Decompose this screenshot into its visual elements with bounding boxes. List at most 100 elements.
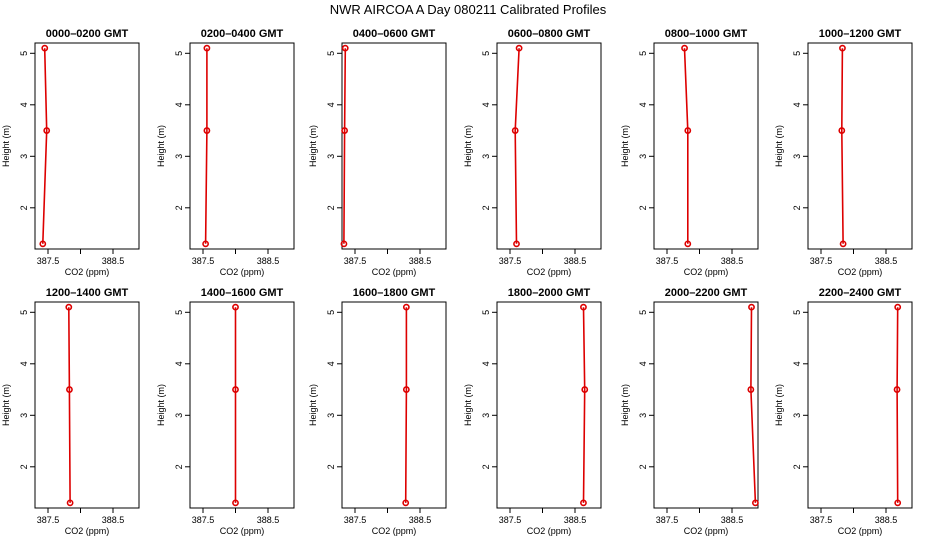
data-point (202, 240, 209, 248)
y-tick-label: 3 (792, 154, 802, 159)
panel-title: 2000–2200 GMT (665, 287, 748, 299)
chart-panel: 1400–1600 GMT 387.5 388.5 2 3 4 5 CO2 (ppm) Heig… (156, 287, 295, 536)
x-tick-label: 387.5 (656, 256, 679, 266)
x-axis-label: CO2 (ppm) (372, 526, 417, 536)
y-axis-label: Height (m) (1, 384, 11, 426)
data-point (747, 386, 755, 393)
y-tick-label: 5 (481, 310, 491, 315)
y-tick-label: 4 (792, 102, 802, 107)
y-tick-label: 3 (19, 413, 29, 418)
plot-frame (34, 301, 140, 509)
series-line (343, 48, 347, 244)
data-point (43, 127, 51, 134)
panel-title: 1400–1600 GMT (201, 287, 284, 299)
data-point (748, 303, 755, 311)
data-point (66, 499, 74, 507)
panel-title: 1800–2000 GMT (508, 287, 591, 299)
y-axis-label: Height (m) (620, 125, 630, 167)
data-point (511, 127, 519, 134)
plot-frame (341, 42, 447, 250)
y-tick-label: 5 (326, 310, 336, 315)
panel-title: 2200–2400 GMT (819, 287, 902, 299)
y-tick-label: 5 (481, 51, 491, 56)
data-point (232, 499, 239, 507)
y-tick-label: 2 (792, 205, 802, 210)
y-axis-label: Height (m) (308, 125, 318, 167)
x-tick-label: 388.5 (102, 515, 125, 525)
y-tick-label: 2 (638, 205, 648, 210)
y-tick-label: 5 (19, 310, 29, 315)
x-tick-label: 388.5 (409, 256, 432, 266)
data-point (341, 127, 348, 134)
x-tick-label: 388.5 (875, 256, 898, 266)
data-point (65, 303, 73, 311)
y-tick-label: 4 (19, 361, 29, 366)
y-tick-label: 2 (326, 205, 336, 210)
chart-panel: 1800–2000 GMT 387.5 388.5 2 3 4 5 CO2 (ppm) Heig… (463, 287, 602, 536)
x-axis-label: CO2 (ppm) (65, 267, 110, 277)
x-tick-label: 388.5 (257, 515, 280, 525)
chart-panel: 0000–0200 GMT 387.5 388.5 2 3 4 5 CO2 (ppm) Heig… (1, 28, 140, 277)
data-point (681, 44, 688, 52)
y-axis-label: Height (m) (156, 384, 166, 426)
x-tick-label: 387.5 (192, 515, 215, 525)
y-axis-label: Height (m) (308, 384, 318, 426)
chart-panel: 1000–1200 GMT 387.5 388.5 2 3 4 5 CO2 (ppm) Heig… (774, 28, 913, 277)
x-axis-label: CO2 (ppm) (220, 526, 265, 536)
y-tick-label: 2 (174, 464, 184, 469)
panel-title: 1200–1400 GMT (46, 287, 129, 299)
series-line (582, 307, 586, 503)
panel-title: 0200–0400 GMT (201, 28, 284, 40)
y-tick-label: 3 (19, 154, 29, 159)
y-tick-label: 3 (792, 413, 802, 418)
plot-frame (496, 42, 602, 250)
plot-frame (189, 42, 295, 250)
y-tick-label: 2 (174, 205, 184, 210)
chart-panel: 0800–1000 GMT 387.5 388.5 2 3 4 5 CO2 (ppm) Heig… (620, 28, 759, 277)
y-axis-label: Height (m) (620, 384, 630, 426)
y-tick-label: 3 (638, 154, 648, 159)
y-axis-label: Height (m) (156, 125, 166, 167)
x-axis-label: CO2 (ppm) (65, 526, 110, 536)
data-point (581, 386, 589, 393)
y-tick-label: 2 (481, 205, 491, 210)
x-tick-label: 387.5 (344, 256, 367, 266)
series-line (204, 48, 208, 244)
plot-frame (807, 301, 913, 509)
y-tick-label: 5 (638, 310, 648, 315)
x-axis-label: CO2 (ppm) (372, 267, 417, 277)
x-tick-label: 387.5 (499, 256, 522, 266)
data-point (203, 127, 211, 134)
series-line (750, 307, 757, 503)
chart-panel: 1200–1400 GMT 387.5 388.5 2 3 4 5 CO2 (ppm) Heig… (1, 287, 140, 536)
data-point (203, 44, 211, 52)
panel-title: 0000–0200 GMT (46, 28, 129, 40)
x-tick-label: 388.5 (721, 256, 744, 266)
data-point (402, 386, 410, 393)
y-tick-label: 4 (326, 102, 336, 107)
y-tick-label: 3 (326, 413, 336, 418)
data-point (838, 127, 846, 134)
x-tick-label: 387.5 (499, 515, 522, 525)
y-tick-label: 3 (174, 413, 184, 418)
y-tick-label: 4 (19, 102, 29, 107)
plot-frame (34, 42, 140, 250)
panel-title: 0600–0800 GMT (508, 28, 591, 40)
x-tick-label: 387.5 (37, 515, 60, 525)
y-tick-label: 4 (481, 102, 491, 107)
y-tick-label: 4 (481, 361, 491, 366)
y-tick-label: 4 (638, 361, 648, 366)
x-axis-label: CO2 (ppm) (527, 267, 572, 277)
x-tick-label: 388.5 (102, 256, 125, 266)
x-axis-label: CO2 (ppm) (838, 526, 883, 536)
series-line (68, 307, 71, 503)
data-point (340, 240, 348, 248)
y-tick-label: 5 (792, 310, 802, 315)
series-line (840, 48, 844, 244)
plot-frame (496, 301, 602, 509)
chart-panel: 1600–1800 GMT 387.5 388.5 2 3 4 5 CO2 (ppm) Heig… (308, 287, 447, 536)
x-tick-label: 387.5 (37, 256, 60, 266)
chart-panel: 0400–0600 GMT 387.5 388.5 2 3 4 5 CO2 (ppm) Heig… (308, 28, 447, 277)
plot-frame (807, 42, 913, 250)
x-tick-label: 388.5 (564, 515, 587, 525)
